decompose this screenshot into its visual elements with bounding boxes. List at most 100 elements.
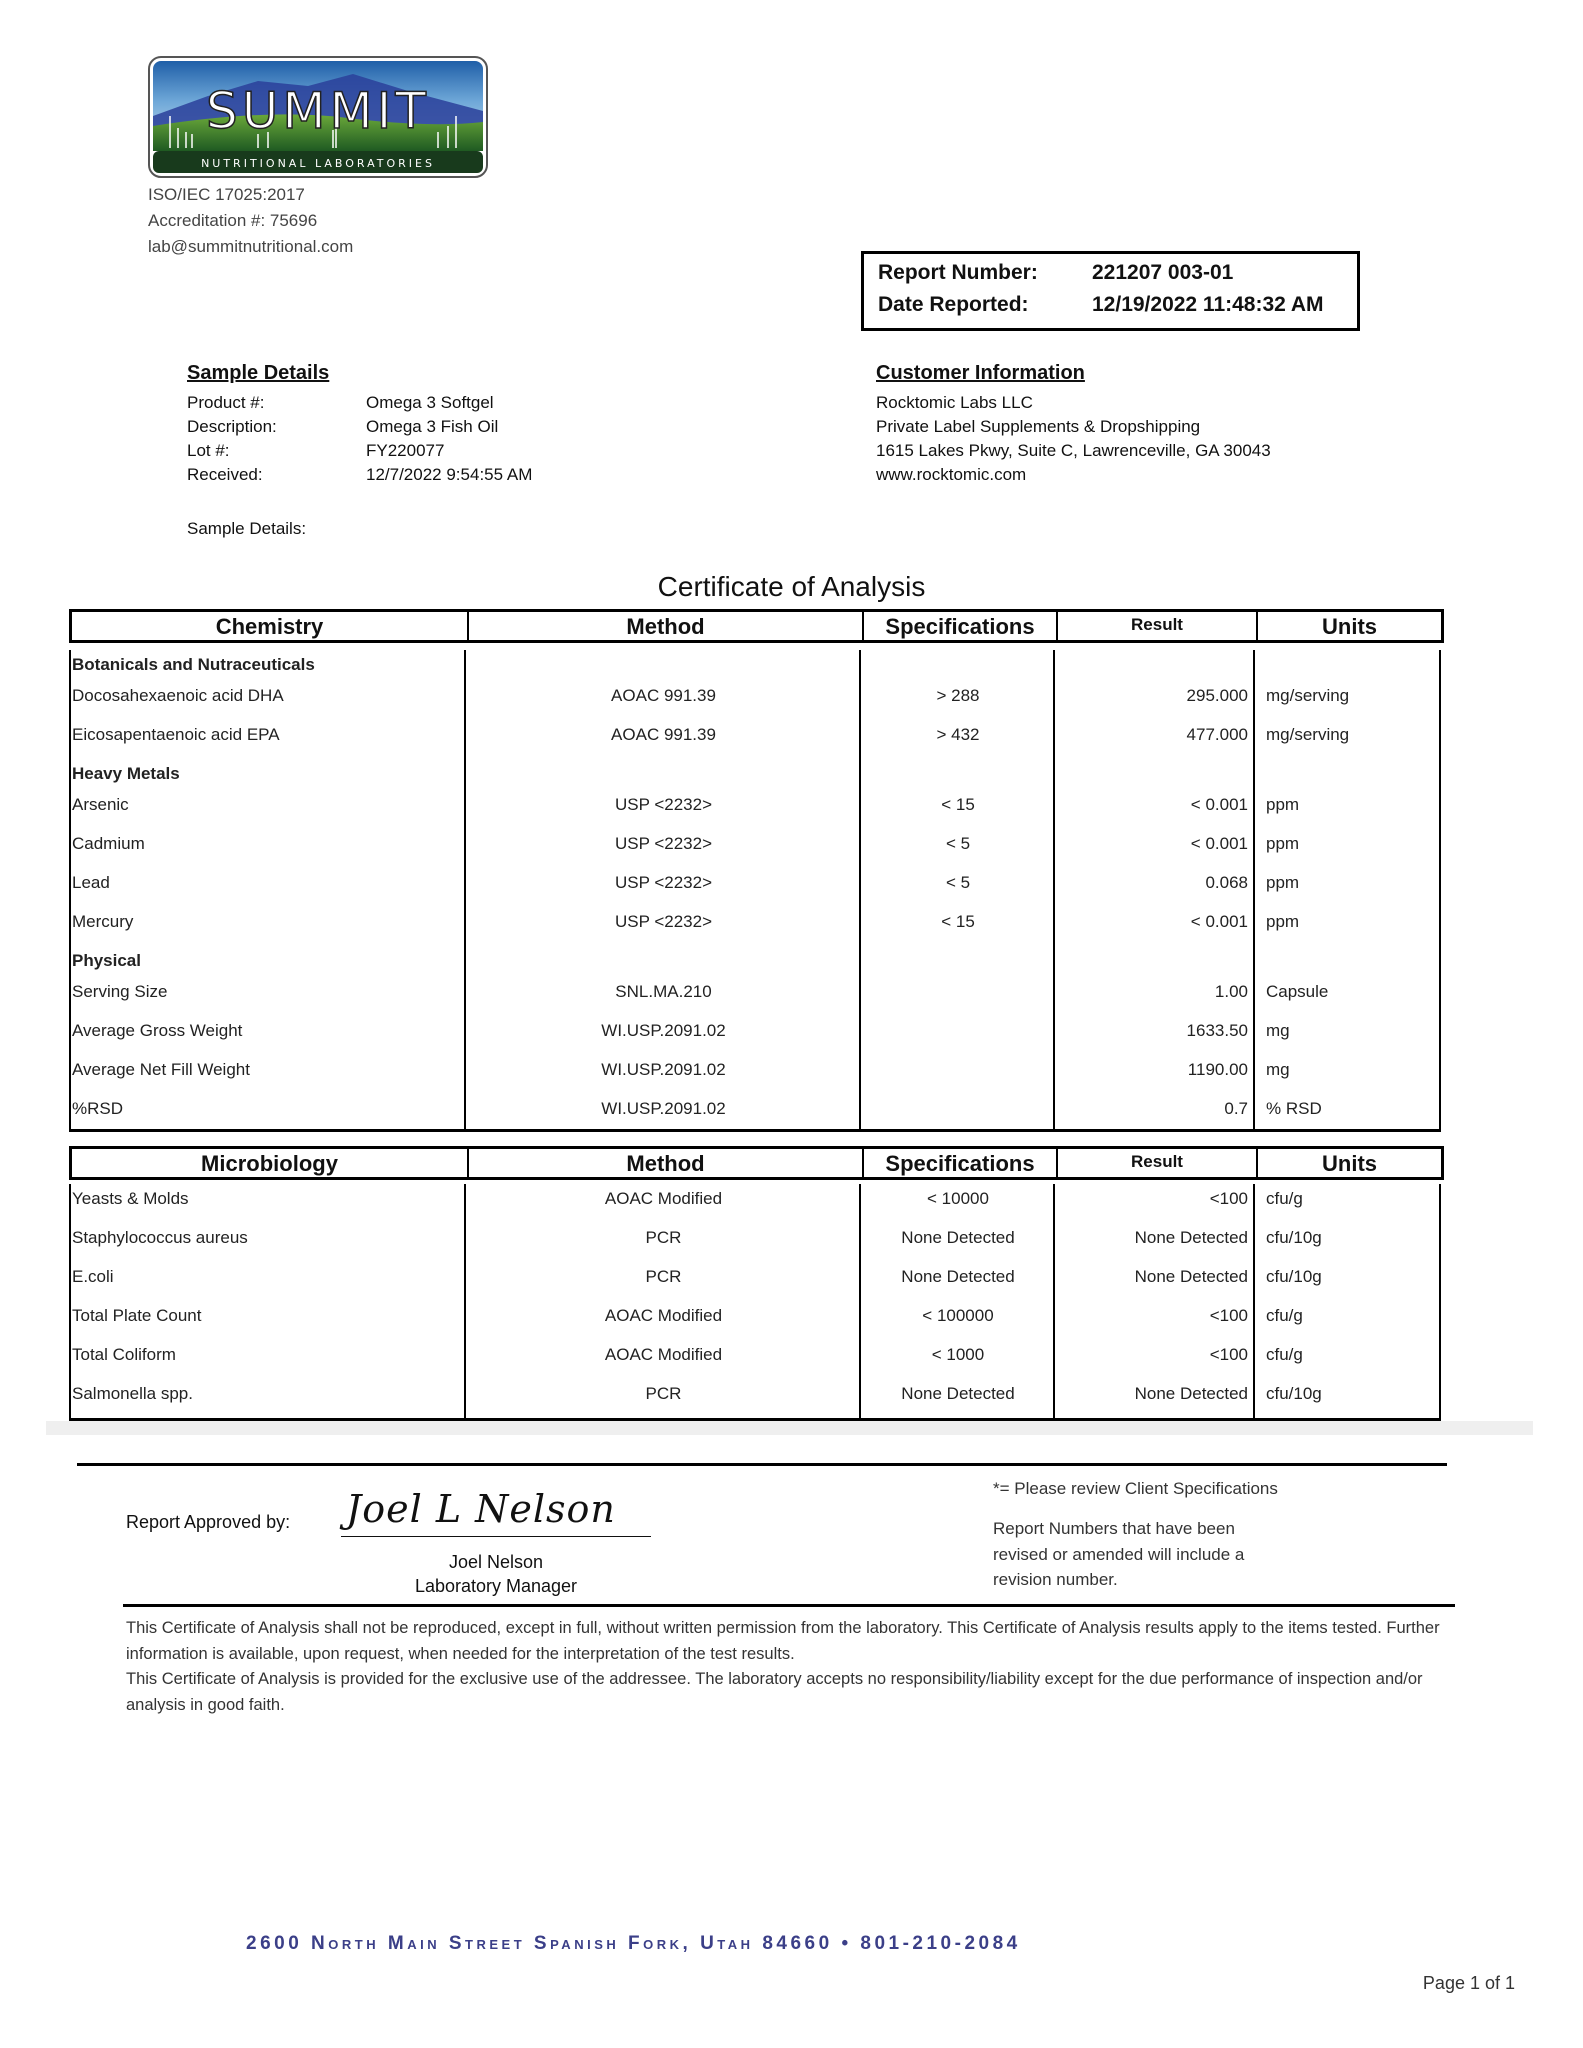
report-number-label: Report Number: bbox=[878, 261, 1038, 284]
analyte-name: Staphylococcus aureus bbox=[72, 1228, 248, 1247]
document-title: Certificate of Analysis bbox=[657, 571, 926, 602]
signature-text: Joel L Nelson bbox=[346, 1487, 616, 1531]
report-number-value: 221207 003-01 bbox=[1092, 261, 1234, 284]
sample-field-lot: Lot #: FY220077 bbox=[187, 439, 707, 463]
date-reported-label: Date Reported: bbox=[878, 293, 1029, 316]
units: Capsule bbox=[1266, 982, 1329, 1001]
sample-field-product: Product #: Omega 3 Softgel bbox=[187, 391, 707, 415]
section-header: Botanicals and Nutraceuticals bbox=[72, 655, 315, 674]
specification: None Detected bbox=[901, 1384, 1015, 1403]
result: 1633.50 bbox=[1186, 1021, 1248, 1040]
units: cfu/10g bbox=[1266, 1267, 1322, 1286]
analyte-name: Arsenic bbox=[72, 795, 129, 814]
method: USP <2232> bbox=[614, 873, 713, 892]
units: mg bbox=[1266, 1060, 1290, 1079]
signature-line bbox=[341, 1536, 651, 1537]
customer-website: www.rocktomic.com bbox=[876, 465, 1027, 484]
column-divider bbox=[859, 650, 861, 1129]
units: mg/serving bbox=[1266, 725, 1350, 744]
specification: < 10000 bbox=[927, 1189, 989, 1208]
accreditation-number: Accreditation #: 75696 bbox=[148, 211, 318, 230]
method: PCR bbox=[645, 1267, 682, 1286]
column-divider bbox=[1253, 1184, 1255, 1418]
analyte-name: Mercury bbox=[72, 912, 134, 931]
divider bbox=[123, 1604, 1455, 1607]
analyte-name: Lead bbox=[72, 873, 110, 892]
method: AOAC 991.39 bbox=[611, 725, 716, 744]
units: mg/serving bbox=[1266, 686, 1350, 705]
method: AOAC Modified bbox=[604, 1345, 723, 1364]
revision-note-line: Report Numbers that have been bbox=[993, 1519, 1235, 1538]
approver-title: Laboratory Manager bbox=[414, 1576, 578, 1596]
method: AOAC Modified bbox=[604, 1189, 723, 1208]
result: 477.000 bbox=[1186, 725, 1248, 744]
method: USP <2232> bbox=[614, 834, 713, 853]
method: PCR bbox=[645, 1384, 682, 1403]
analyte-name: Cadmium bbox=[72, 834, 145, 853]
method: PCR bbox=[645, 1228, 682, 1247]
result: <100 bbox=[1209, 1189, 1248, 1208]
result: < 0.001 bbox=[1190, 834, 1248, 853]
sample-details-heading: Sample Details bbox=[187, 362, 330, 384]
header-method: Method bbox=[467, 612, 862, 640]
gray-band bbox=[46, 1421, 1533, 1435]
column-divider bbox=[859, 1184, 861, 1418]
disclaimer: This Certificate of Analysis shall not b… bbox=[126, 1616, 1446, 1718]
revision-note-line: revision number. bbox=[993, 1570, 1118, 1589]
analyte-name: %RSD bbox=[72, 1099, 124, 1118]
method: SNL.MA.210 bbox=[615, 982, 712, 1001]
specification: < 5 bbox=[945, 873, 971, 892]
result: 1190.00 bbox=[1187, 1060, 1248, 1079]
method: USP <2232> bbox=[614, 912, 713, 931]
column-divider bbox=[464, 650, 466, 1129]
customer-name: Rocktomic Labs LLC bbox=[876, 393, 1033, 412]
field-value: 12/7/2022 9:54:55 AM bbox=[366, 465, 533, 484]
analyte-name: Average Gross Weight bbox=[72, 1021, 243, 1040]
specification: < 15 bbox=[941, 912, 975, 931]
units: % RSD bbox=[1266, 1099, 1322, 1118]
logo-wordmark: SUMMIT bbox=[206, 82, 430, 140]
approver: Joel Nelson Laboratory Manager bbox=[346, 1550, 646, 1598]
disclaimer-paragraph: This Certificate of Analysis shall not b… bbox=[126, 1619, 1440, 1663]
section-header: Physical bbox=[72, 951, 141, 970]
units: ppm bbox=[1266, 834, 1300, 853]
approved-by-label: Report Approved by: bbox=[126, 1512, 291, 1532]
analyte-name: Eicosapentaenoic acid EPA bbox=[72, 725, 280, 744]
analyte-name: Docosahexaenoic acid DHA bbox=[72, 686, 284, 705]
header-specifications: Specifications bbox=[862, 1149, 1056, 1177]
header-result: Result bbox=[1056, 1149, 1256, 1177]
customer-info-heading: Customer Information bbox=[876, 362, 1085, 384]
analyte-name: Total Coliform bbox=[72, 1345, 176, 1364]
specification: < 100000 bbox=[922, 1306, 994, 1325]
date-reported-value: 12/19/2022 11:48:32 AM bbox=[1092, 293, 1324, 316]
result: <100 bbox=[1209, 1345, 1248, 1364]
page-number: Page 1 of 1 bbox=[1422, 1973, 1515, 1993]
column-divider bbox=[1053, 1184, 1055, 1418]
field-label: Lot #: bbox=[187, 441, 230, 460]
header-units: Units bbox=[1256, 1149, 1441, 1177]
result: 0.7 bbox=[1224, 1099, 1248, 1118]
header-result: Result bbox=[1056, 612, 1256, 640]
result: None Detected bbox=[1134, 1228, 1248, 1247]
analyte-name: Average Net Fill Weight bbox=[72, 1060, 250, 1079]
revision-note: Report Numbers that have been revised or… bbox=[993, 1516, 1244, 1593]
signature: Joel L Nelson bbox=[336, 1484, 661, 1542]
analyte-name: Salmonella spp. bbox=[72, 1384, 193, 1403]
lab-info: ISO/IEC 17025:2017 Accreditation #: 7569… bbox=[148, 182, 353, 260]
iso-standard: ISO/IEC 17025:2017 bbox=[148, 185, 305, 204]
method: WI.USP.2091.02 bbox=[601, 1021, 726, 1040]
sample-field-received: Received: 12/7/2022 9:54:55 AM bbox=[187, 463, 707, 487]
specification: > 288 bbox=[936, 686, 980, 705]
specification: < 5 bbox=[945, 834, 971, 853]
analyte-name: Serving Size bbox=[72, 982, 168, 1001]
disclaimer-paragraph: This Certificate of Analysis is provided… bbox=[126, 1670, 1423, 1714]
client-spec-note: *= Please review Client Specifications bbox=[993, 1479, 1278, 1498]
sample-details-list: Product #: Omega 3 Softgel Description: Om… bbox=[187, 391, 707, 487]
chemistry-table-header: Chemistry Method Specifications Result Units bbox=[69, 609, 1444, 643]
logo-subtext: NUTRITIONAL LABORATORIES bbox=[201, 157, 435, 170]
method: USP <2232> bbox=[614, 795, 713, 814]
summit-logo: SUMMIT NUTRITIONAL LABORATORIES bbox=[148, 56, 488, 178]
result: < 0.001 bbox=[1190, 912, 1248, 931]
specification: < 1000 bbox=[931, 1345, 985, 1364]
field-value: FY220077 bbox=[366, 441, 445, 460]
